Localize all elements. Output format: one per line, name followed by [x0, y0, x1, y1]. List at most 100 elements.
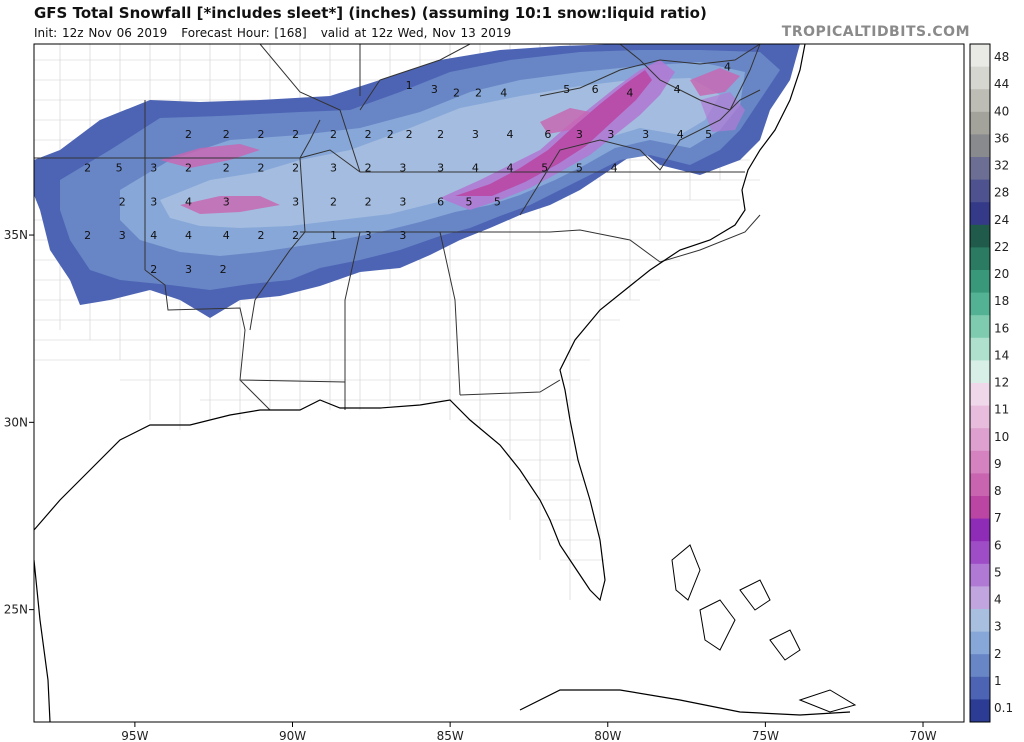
snowfall-value: 5 — [541, 162, 548, 175]
snowfall-value: 2 — [292, 162, 299, 175]
snowfall-value: 2 — [223, 128, 230, 141]
snowfall-value: 2 — [185, 128, 192, 141]
lon-label: 80W — [594, 729, 621, 742]
state-borders — [34, 44, 761, 411]
colorbar-swatch — [970, 270, 990, 293]
snow-patches — [160, 68, 740, 214]
colorbar-swatch — [970, 428, 990, 452]
snowfall-value: 2 — [257, 128, 264, 141]
colorbar-label: 8 — [994, 484, 1002, 498]
snowfall-value: 2 — [220, 263, 227, 276]
map-plot-area: 1 3 2 2 4 5 6 4 4 4 2 2 2 2 2 2 2 2 2 3 4 6 3 3 3 4 5 2 5 3 2 2 2 2 3 2 3 3 4 4… — [34, 44, 857, 722]
snowfall-value: 2 — [257, 162, 264, 175]
snowfall-value: 2 — [387, 128, 394, 141]
lon-label: 95W — [121, 729, 148, 742]
colorbar-label: 7 — [994, 511, 1002, 525]
colorbar-swatch — [970, 157, 990, 180]
snowfall-value: 2 — [292, 128, 299, 141]
snowfall-value: 2 — [84, 229, 91, 242]
colorbar-swatch — [970, 405, 990, 429]
colorbar-label: 0.1 — [994, 701, 1013, 715]
snowfall-value: 4 — [472, 162, 479, 175]
snowfall-value: 2 — [223, 162, 230, 175]
snowfall-value: 2 — [365, 128, 372, 141]
snowfall-value: 3 — [399, 162, 406, 175]
snowfall-value: 4 — [185, 195, 192, 208]
colorbar-label: 44 — [994, 77, 1009, 91]
colorbar: 4844403632282422201816141211109876543210… — [969, 43, 1013, 723]
colorbar-swatch — [970, 89, 990, 113]
snowfall-value: 2 — [365, 162, 372, 175]
snowfall-value: 2 — [150, 263, 157, 276]
colorbar-swatch — [970, 473, 990, 497]
colorbar-label: 6 — [994, 538, 1002, 552]
snowfall-value: 3 — [472, 128, 479, 141]
colorbar-swatch — [970, 496, 990, 519]
snowfall-value: 3 — [365, 229, 372, 242]
snowfall-value: 2 — [84, 162, 91, 175]
colorbar-label: 32 — [994, 159, 1009, 173]
colorbar-label: 24 — [994, 213, 1009, 227]
snowfall-value: 3 — [431, 83, 438, 96]
snowfall-value: 3 — [330, 162, 337, 175]
colorbar-swatch — [970, 563, 990, 587]
snowfall-value: 4 — [185, 229, 192, 242]
colorbar-label: 10 — [994, 430, 1009, 444]
snowfall-value: 2 — [406, 128, 413, 141]
colorbar-label: 22 — [994, 240, 1009, 254]
snowfall-value: 3 — [185, 263, 192, 276]
snowfall-value: 2 — [330, 195, 337, 208]
map-title: GFS Total Snowfall [*includes sleet*] (i… — [34, 4, 707, 22]
colorbar-swatch — [970, 247, 990, 271]
lon-label: 90W — [279, 729, 306, 742]
snowfall-value: 3 — [642, 128, 649, 141]
snowfall-value: 4 — [626, 87, 633, 100]
snowfall-value: 2 — [475, 87, 482, 100]
snowfall-value: 2 — [292, 229, 299, 242]
snowfall-value: 2 — [365, 195, 372, 208]
valid-time: valid at 12z Wed, Nov 13 2019 — [320, 26, 512, 40]
snowfall-value: 4 — [677, 128, 684, 141]
colorbar-label: 20 — [994, 267, 1009, 281]
colorbar-swatch — [970, 292, 990, 316]
snowfall-value: 3 — [576, 128, 583, 141]
colorbar-label: 48 — [994, 50, 1009, 64]
colorbar-swatch — [970, 586, 990, 610]
snowfall-value: 4 — [674, 83, 681, 96]
colorbar-swatch — [970, 44, 990, 67]
colorbar-swatch — [970, 66, 990, 90]
colorbar-label: 3 — [994, 620, 1002, 634]
snowfall-value: 4 — [724, 60, 731, 73]
snowfall-value: 2 — [453, 87, 460, 100]
colorbar-label: 16 — [994, 321, 1009, 335]
snowfall-value: 2 — [119, 195, 126, 208]
lat-label: 25N — [4, 603, 28, 617]
colorbar-swatch — [970, 111, 990, 135]
colorbar-swatch — [970, 450, 990, 474]
snowfall-value: 6 — [592, 83, 599, 96]
snowfall-value: 3 — [150, 162, 157, 175]
lat-label: 35N — [4, 228, 28, 242]
snowfall-value: 2 — [257, 229, 264, 242]
map-frame — [33, 43, 965, 723]
snowfall-value: 5 — [494, 195, 501, 208]
lon-label: 85W — [437, 729, 464, 742]
snowfall-value: 4 — [507, 128, 514, 141]
snowfall-value: 2 — [330, 128, 337, 141]
snowfall-value: 5 — [563, 83, 570, 96]
snowfall-value: 6 — [437, 195, 444, 208]
colorbar-frame — [969, 43, 991, 723]
snowfall-value: 3 — [399, 229, 406, 242]
colorbar-swatch — [970, 699, 990, 723]
snowfall-value: 4 — [223, 229, 230, 242]
snowfall-value: 2 — [185, 162, 192, 175]
colorbar-label: 18 — [994, 294, 1009, 308]
brand-watermark: TROPICALTIDBITS.COM — [781, 24, 970, 40]
colorbar-label: 4 — [994, 593, 1002, 607]
lat-label: 30N — [4, 415, 28, 429]
forecast-hour: Forecast Hour: [168] — [181, 26, 307, 40]
snowfall-value-labels: 1 3 2 2 4 5 6 4 4 4 2 2 2 2 2 2 2 2 2 3 4 6 3 3 3 4 5 2 5 3 2 2 2 2 3 2 3 3 4 4… — [84, 60, 731, 275]
snowfall-value: 5 — [705, 128, 712, 141]
snowfall-value: 3 — [223, 195, 230, 208]
